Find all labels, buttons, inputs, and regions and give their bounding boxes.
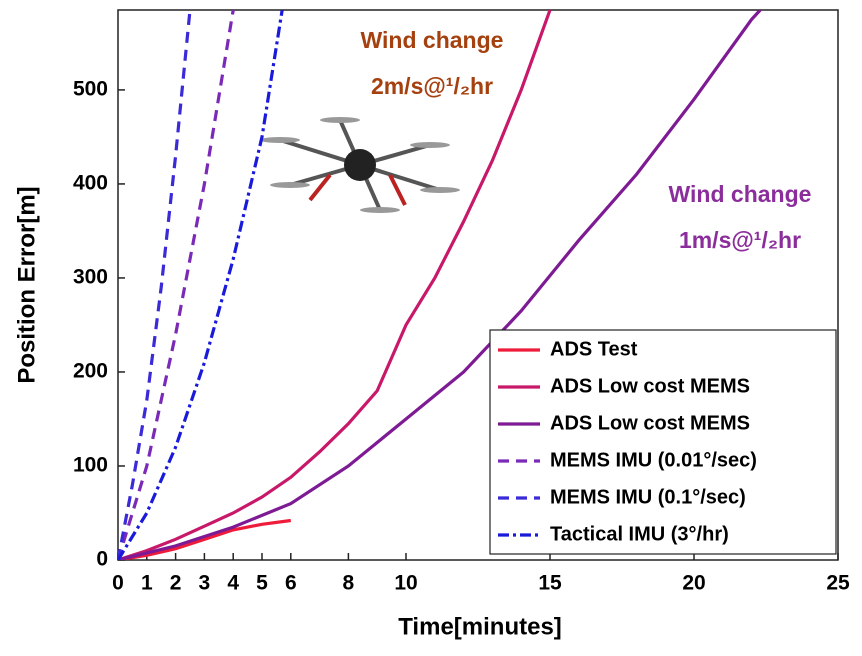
x-tick-label: 3: [199, 572, 211, 595]
legend-box: [489, 329, 837, 555]
series-line: [118, 10, 284, 560]
x-tick-label: 15: [538, 572, 562, 595]
x-axis-label: Time[minutes]: [398, 613, 562, 640]
annotation: Wind change: [361, 27, 504, 53]
y-axis-label: Position Error[m]: [13, 186, 40, 383]
annotation: Wind change: [669, 181, 812, 207]
y-tick-label: 100: [73, 454, 108, 477]
x-tick-label: 6: [285, 572, 297, 595]
annotation: 1m/s@¹/₂hr: [679, 227, 801, 253]
series-line: [118, 10, 552, 560]
annotation: 2m/s@¹/₂hr: [371, 73, 493, 99]
legend-label: ADS Low cost MEMS: [550, 412, 750, 434]
y-tick-label: 500: [73, 77, 108, 100]
drone-image: [260, 117, 460, 213]
legend-label: Tactical IMU (3°/hr): [550, 523, 729, 545]
legend-label: MEMS IMU (0.1°/sec): [550, 486, 746, 508]
x-tick-label: 5: [256, 572, 268, 595]
y-tick-label: 0: [96, 548, 108, 571]
series-line: [118, 518, 292, 560]
legend-label: ADS Test: [550, 338, 638, 360]
legend-label: MEMS IMU (0.01°/sec): [550, 449, 757, 471]
y-tick-label: 300: [73, 265, 108, 288]
x-tick-label: 20: [682, 572, 705, 595]
x-tick-label: 0: [112, 572, 124, 595]
legend-label: ADS Low cost MEMS: [550, 375, 750, 397]
x-tick-label: 25: [826, 572, 850, 595]
x-tick-label: 8: [343, 572, 355, 595]
series-line: [118, 10, 762, 560]
x-tick-label: 10: [394, 572, 417, 595]
x-tick-label: 2: [170, 572, 182, 595]
series-line: [118, 10, 192, 560]
y-tick-label: 200: [73, 360, 108, 383]
x-tick-label: 4: [227, 572, 239, 595]
x-tick-label: 1: [141, 572, 153, 595]
y-tick-label: 400: [73, 171, 108, 194]
